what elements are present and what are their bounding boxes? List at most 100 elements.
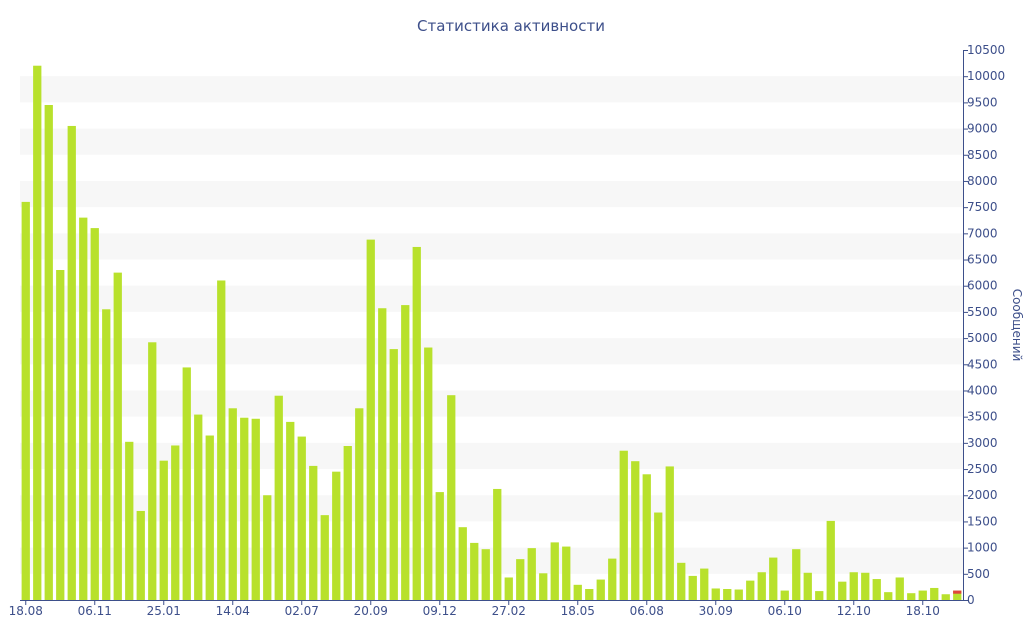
y-tick-label: 5500: [967, 305, 998, 319]
bar: [447, 395, 456, 600]
bar: [930, 587, 939, 600]
bar: [550, 542, 559, 600]
grid-band: [20, 180, 963, 208]
bar: [700, 568, 709, 600]
bar: [44, 105, 53, 600]
bar: [332, 471, 341, 600]
bar: [516, 559, 525, 600]
y-axis-ticks: 0 500 1000 1500 2000 2500 3000 3500 4000 4500 5000…: [963, 43, 1005, 607]
bar: [608, 558, 617, 600]
bar: [113, 272, 122, 600]
bar: [424, 347, 433, 600]
bar: [309, 465, 318, 600]
bar: [355, 408, 364, 600]
y-tick-label: 9500: [967, 95, 998, 109]
bar: [642, 474, 651, 600]
bar: [366, 239, 375, 600]
bar: [79, 217, 88, 600]
y-tick-label: 8000: [967, 174, 998, 188]
x-tick-label: 18.10: [906, 604, 940, 618]
bar: [205, 435, 214, 600]
bar: [838, 581, 847, 600]
bar: [343, 446, 352, 600]
y-tick-label: 7000: [967, 226, 998, 240]
x-tick-label: 20.09: [354, 604, 388, 618]
bar: [826, 520, 835, 600]
y-tick-label: 9000: [967, 122, 998, 136]
bar: [677, 562, 686, 600]
bar: [470, 542, 479, 600]
bar: [872, 579, 881, 600]
bar: [907, 593, 916, 600]
bar: [918, 590, 927, 600]
grid-band: [20, 233, 963, 260]
y-tick-label: 500: [967, 567, 990, 581]
bar: [792, 549, 801, 600]
bar: [251, 418, 260, 600]
x-tick-label: 18.08: [9, 604, 43, 618]
bar-series: [21, 65, 962, 600]
x-tick-label: 18.05: [561, 604, 595, 618]
bar: [274, 395, 283, 600]
bar: [504, 577, 513, 600]
bar: [493, 488, 502, 600]
y-axis-label: Сообщений: [1010, 289, 1024, 362]
bar: [401, 305, 410, 600]
bar: [228, 408, 237, 600]
bar: [240, 417, 249, 600]
y-tick-label: 1000: [967, 541, 998, 555]
bar: [102, 309, 111, 600]
bar: [619, 450, 628, 600]
x-tick-label: 06.10: [768, 604, 802, 618]
bar: [757, 572, 766, 600]
y-tick-label: 1500: [967, 514, 998, 528]
x-tick-label: 06.08: [630, 604, 664, 618]
bar: [573, 584, 582, 600]
bar: [194, 414, 203, 600]
bar: [33, 65, 42, 600]
bar: [435, 492, 444, 600]
bar: [182, 367, 191, 600]
bar: [481, 549, 490, 600]
y-tick-label: 2000: [967, 488, 998, 502]
bar: [286, 421, 295, 600]
y-tick-label: 6500: [967, 253, 998, 267]
bar: [171, 445, 180, 600]
bar: [884, 592, 893, 600]
bar: [688, 575, 697, 600]
grid-band: [20, 390, 963, 417]
bar: [458, 527, 467, 600]
y-tick-label: 6000: [967, 279, 998, 293]
y-tick-label: 10000: [967, 69, 1005, 83]
x-tick-label: 27.02: [492, 604, 526, 618]
grid-band: [20, 76, 963, 103]
bar: [562, 546, 571, 600]
bar: [723, 589, 732, 600]
bar: [320, 515, 329, 600]
bar-accent-segment: [953, 590, 962, 594]
bar: [297, 436, 306, 600]
chart-title: Статистика активности: [417, 17, 605, 35]
bar: [148, 342, 157, 600]
y-tick-label: 7500: [967, 200, 998, 214]
bar: [780, 590, 789, 600]
bar: [412, 246, 421, 600]
bar: [746, 580, 755, 600]
x-tick-label: 25.01: [147, 604, 181, 618]
bar: [67, 125, 76, 600]
bar: [90, 228, 99, 600]
bar: [527, 548, 536, 600]
grid-band: [20, 128, 963, 155]
y-tick-label: 8500: [967, 148, 998, 162]
grid-band: [20, 338, 963, 365]
y-tick-label: 2500: [967, 462, 998, 476]
bar: [596, 579, 605, 600]
y-tick-label: 4500: [967, 357, 998, 371]
bar: [895, 577, 904, 600]
y-tick-label: 0: [967, 593, 975, 607]
bar: [803, 572, 812, 600]
x-tick-label: 14.04: [216, 604, 250, 618]
y-tick-label: 5000: [967, 331, 998, 345]
bar: [125, 441, 134, 600]
x-tick-label: 12.10: [837, 604, 871, 618]
